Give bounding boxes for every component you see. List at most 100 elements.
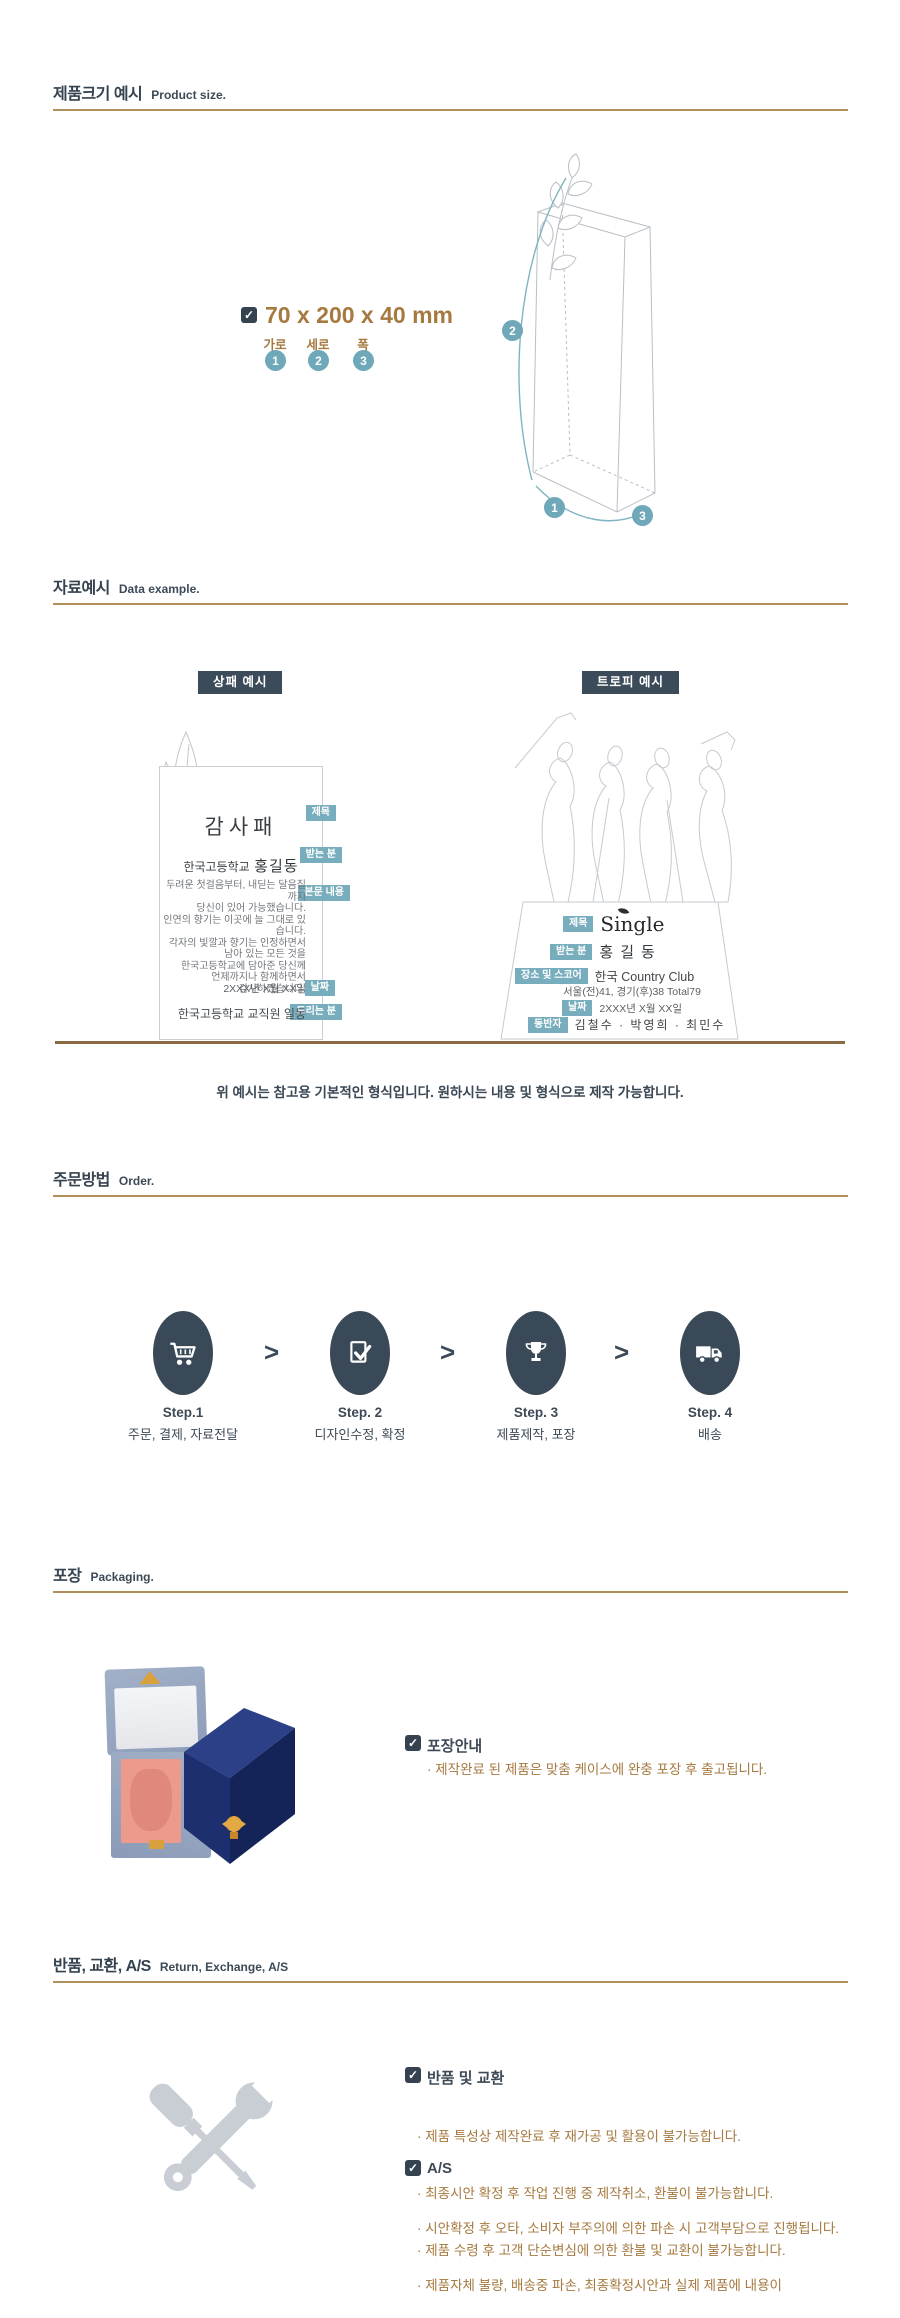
cart-icon xyxy=(170,1342,196,1365)
plaque-body: 두려운 첫걸음부터, 내딛는 달음질까지 당신이 있어 가능했습니다. 인연의 … xyxy=(160,880,322,995)
tools-icon xyxy=(149,2072,283,2192)
plaque-tag-title: 제목 xyxy=(305,805,336,821)
step-separator-icon: > xyxy=(264,1337,280,1367)
packaging-photo xyxy=(90,1620,360,1900)
examples-note: 위 예시는 참고용 기본적인 형식입니다. 원하시는 내용 및 형식으로 제작 … xyxy=(216,1085,684,1100)
trophy-date: 2XXX년 X월 XX일 xyxy=(599,1002,683,1015)
step-3-desc: 제품제작, 포장 xyxy=(496,1427,576,1442)
trophy-title-text: Single xyxy=(600,912,665,936)
section-title-order: 주문방법 xyxy=(53,1172,110,1189)
step-1-desc: 주문, 결제, 자료전달 xyxy=(127,1427,239,1442)
trophy-golfers-figure xyxy=(514,712,736,904)
step-4-label: Step. 4 xyxy=(687,1405,733,1420)
step-separator-icon: > xyxy=(440,1337,456,1367)
packaging-bullet: · 제작완료 된 제품은 맞춤 케이스에 완충 포장 후 출고됩니다. xyxy=(427,1762,768,1777)
plaque-body-line: 감사하겠습니다. xyxy=(238,983,306,995)
as-title: A/S xyxy=(427,2160,453,2177)
trophy-companions: 김철수 · 박영희 · 최민수 xyxy=(574,1018,726,1032)
plaque-date: 2XXX년 X월 XX일 xyxy=(223,983,306,995)
check-icon: ✓ xyxy=(407,1736,419,1750)
gift-box-closed xyxy=(184,1708,295,1864)
check-icon: ✓ xyxy=(407,2068,419,2082)
exchange-bullet: · 제품 수령 후 고객 단순변심에 의한 환불 및 교환이 불가능합니다. xyxy=(417,2243,786,2258)
step-3-circle xyxy=(506,1311,566,1395)
plaque-body-line: 인연의 향기는 이곳에 늘 그대로 있습니다. xyxy=(163,914,306,938)
trophy-example-badge: 트로피 예시 xyxy=(582,671,679,694)
document-check-icon xyxy=(350,1341,372,1363)
exchange-bullets: · 제품 특성상 제작완료 후 재가공 및 활용이 불가능합니다. · 최종시안… xyxy=(417,2089,786,2298)
step-4-desc: 배송 xyxy=(698,1427,722,1442)
as-bullet: · 제품자체 불량, 배송중 파손, 최종확정시안과 실제 제품에 내용이 xyxy=(417,2278,782,2293)
check-icon: ✓ xyxy=(407,2161,419,2175)
plaque-body-line: 당신이 있어 가능했습니다. xyxy=(196,903,306,914)
gift-box-cushion-recess xyxy=(130,1769,172,1831)
step-1-label: Step.1 xyxy=(162,1405,204,1420)
trophy-score-line2: 서울(전)41, 경기(후)38 Total79 xyxy=(563,986,701,998)
as-bullet: · 시안확정 후 오타, 소비자 부주의에 의한 파손 시 고객부담으로 진행됩… xyxy=(417,2221,840,2236)
axis-label-height: 세로 xyxy=(306,338,330,352)
gift-box-body-emblem xyxy=(149,1840,164,1849)
plaque-tag-sender: 드리는 분 xyxy=(290,1004,342,1020)
plaque-body-line: 각자의 빛깔과 향기는 인정하면서 xyxy=(168,937,306,949)
plaque-recipient-name: 홍길동 xyxy=(254,858,299,875)
trophy-row-date: 날짜 2XXX년 X월 XX일 xyxy=(562,1000,682,1016)
as-checkbox: ✓ xyxy=(405,2160,421,2176)
step-3-label: Step. 3 xyxy=(513,1405,559,1420)
trophy-title: Single xyxy=(600,905,665,936)
trophy-recipient: 홍길동 xyxy=(599,944,662,961)
trophy-row-title: 제목 Single xyxy=(563,905,665,936)
section-subtitle-returns: Return, Exchange, A/S xyxy=(159,1960,289,1974)
truck-icon xyxy=(696,1346,722,1364)
section-title-size: 제품크기 예시 xyxy=(53,86,143,103)
gift-box-cushion xyxy=(121,1759,181,1843)
as-bullets: · 시안확정 후 오타, 소비자 부주의에 의한 파손 시 고객부담으로 진행됩… xyxy=(417,2181,839,2318)
order-step-1: Step.1 주문, 결제, 자료전달 xyxy=(108,1311,258,1443)
exchange-checkbox: ✓ xyxy=(405,2067,421,2083)
product-size-diagram xyxy=(518,153,656,522)
section-subtitle-data: Data example. xyxy=(118,582,200,596)
plaque-example-badge: 상패 예시 xyxy=(198,671,283,694)
trophy-score-line1: 한국 Country Club xyxy=(594,970,695,984)
trophy-row-score2: 서울(전)41, 경기(후)38 Total79 xyxy=(563,984,701,999)
laurel-leaves-icon xyxy=(539,153,593,281)
section-header-packaging: 포장 Packaging. xyxy=(53,1562,848,1593)
trophy-tag-score: 장소 및 스코어 xyxy=(515,967,588,984)
axis-label-width: 가로 xyxy=(263,338,287,352)
packaging-title: 포장안내 xyxy=(427,1738,483,1755)
axis-number-3: 3 xyxy=(353,350,374,371)
section-title-packaging: 포장 xyxy=(53,1568,82,1585)
section-header-data: 자료예시 Data example. xyxy=(53,574,848,605)
packaging-checkbox: ✓ xyxy=(405,1735,421,1751)
trophy-tag-date: 날짜 xyxy=(562,1000,593,1016)
section-subtitle-packaging: Packaging. xyxy=(90,1570,154,1584)
section-header-returns: 반품, 교환, A/S Return, Exchange, A/S xyxy=(53,1952,848,1983)
diagram-marker-2: 2 xyxy=(502,320,523,341)
plaque-tag-recipient: 받는 분 xyxy=(299,847,342,863)
trophy-tag-recipient: 받는 분 xyxy=(550,943,593,960)
exchange-title: 반품 및 교환 xyxy=(427,2070,505,2087)
trophy-row-companions: 동반자 김철수 · 박영희 · 최민수 xyxy=(528,1016,725,1033)
size-checkbox: ✓ xyxy=(241,307,257,323)
trophy-tag-title: 제목 xyxy=(563,916,594,932)
step-1-circle xyxy=(153,1311,213,1395)
section-subtitle-order: Order. xyxy=(118,1174,155,1188)
axis-number-1: 1 xyxy=(265,350,286,371)
examples-divider xyxy=(55,1041,845,1044)
axis-number-2: 2 xyxy=(308,350,329,371)
plaque-body-line: 남아 있는 모든 것을 xyxy=(224,949,306,960)
order-step-4: Step. 4 배송 xyxy=(635,1311,785,1443)
gift-box-clasp xyxy=(222,1816,246,1839)
check-icon: ✓ xyxy=(243,308,255,322)
trophy-row-recipient: 받는 분 홍길동 xyxy=(550,941,662,962)
section-header-size: 제품크기 예시 Product size. xyxy=(53,80,848,111)
section-subtitle-size: Product size. xyxy=(151,88,226,102)
section-header-order: 주문방법 Order. xyxy=(53,1166,848,1197)
plaque-body-line: 언제까지나 함께하면서 xyxy=(211,972,306,983)
step-4-circle xyxy=(680,1311,740,1395)
plaque-tag-body: 본문 내용 xyxy=(298,885,350,901)
plaque-example-card: 제목 감사패 받는 분 한국고등학교 홍길동 본문 내용 두려운 첫걸음부터, … xyxy=(159,766,350,1040)
gift-box-emblem xyxy=(139,1671,161,1685)
plaque-body-line: 두려운 첫걸음부터, 내딛는 달음질까지 xyxy=(166,880,306,903)
plaque-sender: 한국고등학교 교직원 일동 xyxy=(177,1007,306,1021)
